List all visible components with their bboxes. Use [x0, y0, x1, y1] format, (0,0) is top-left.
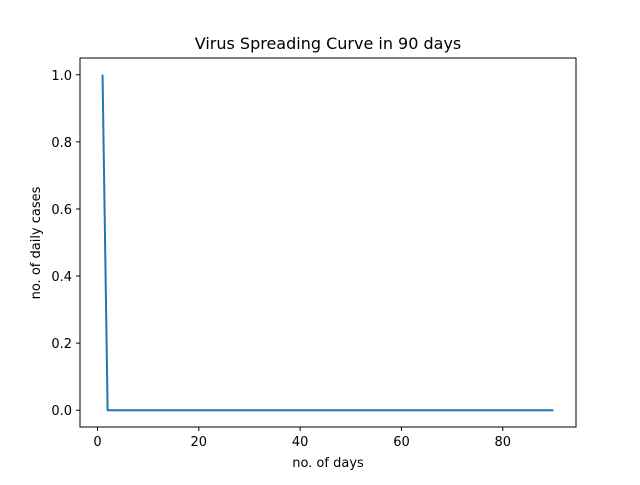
series-line [101, 74, 554, 412]
x-tick-label: 60 [393, 435, 410, 450]
x-axis-ticks: 0 20 40 60 80 [93, 427, 511, 450]
series-group [101, 74, 554, 412]
plot-frame [79, 57, 577, 428]
x-axis-label: no. of days [292, 456, 364, 471]
x-tick-label: 0 [93, 435, 101, 450]
chart-title: Virus Spreading Curve in 90 days [195, 34, 462, 53]
x-tick-label: 20 [191, 435, 208, 450]
y-axis-ticks: 0.0 0.2 0.4 0.6 0.8 1.0 [51, 69, 80, 419]
y-tick-label: 1.0 [51, 69, 72, 84]
y-tick-label: 0.8 [51, 136, 72, 151]
x-tick-label: 40 [292, 435, 309, 450]
y-tick-label: 0.4 [51, 270, 72, 285]
y-tick-label: 0.2 [51, 337, 72, 352]
plot-area [79, 57, 577, 428]
y-axis-label: no. of daily cases [29, 186, 44, 299]
x-tick-label: 80 [495, 435, 512, 450]
y-tick-label: 0.0 [51, 404, 72, 419]
y-tick-label: 0.6 [51, 203, 72, 218]
